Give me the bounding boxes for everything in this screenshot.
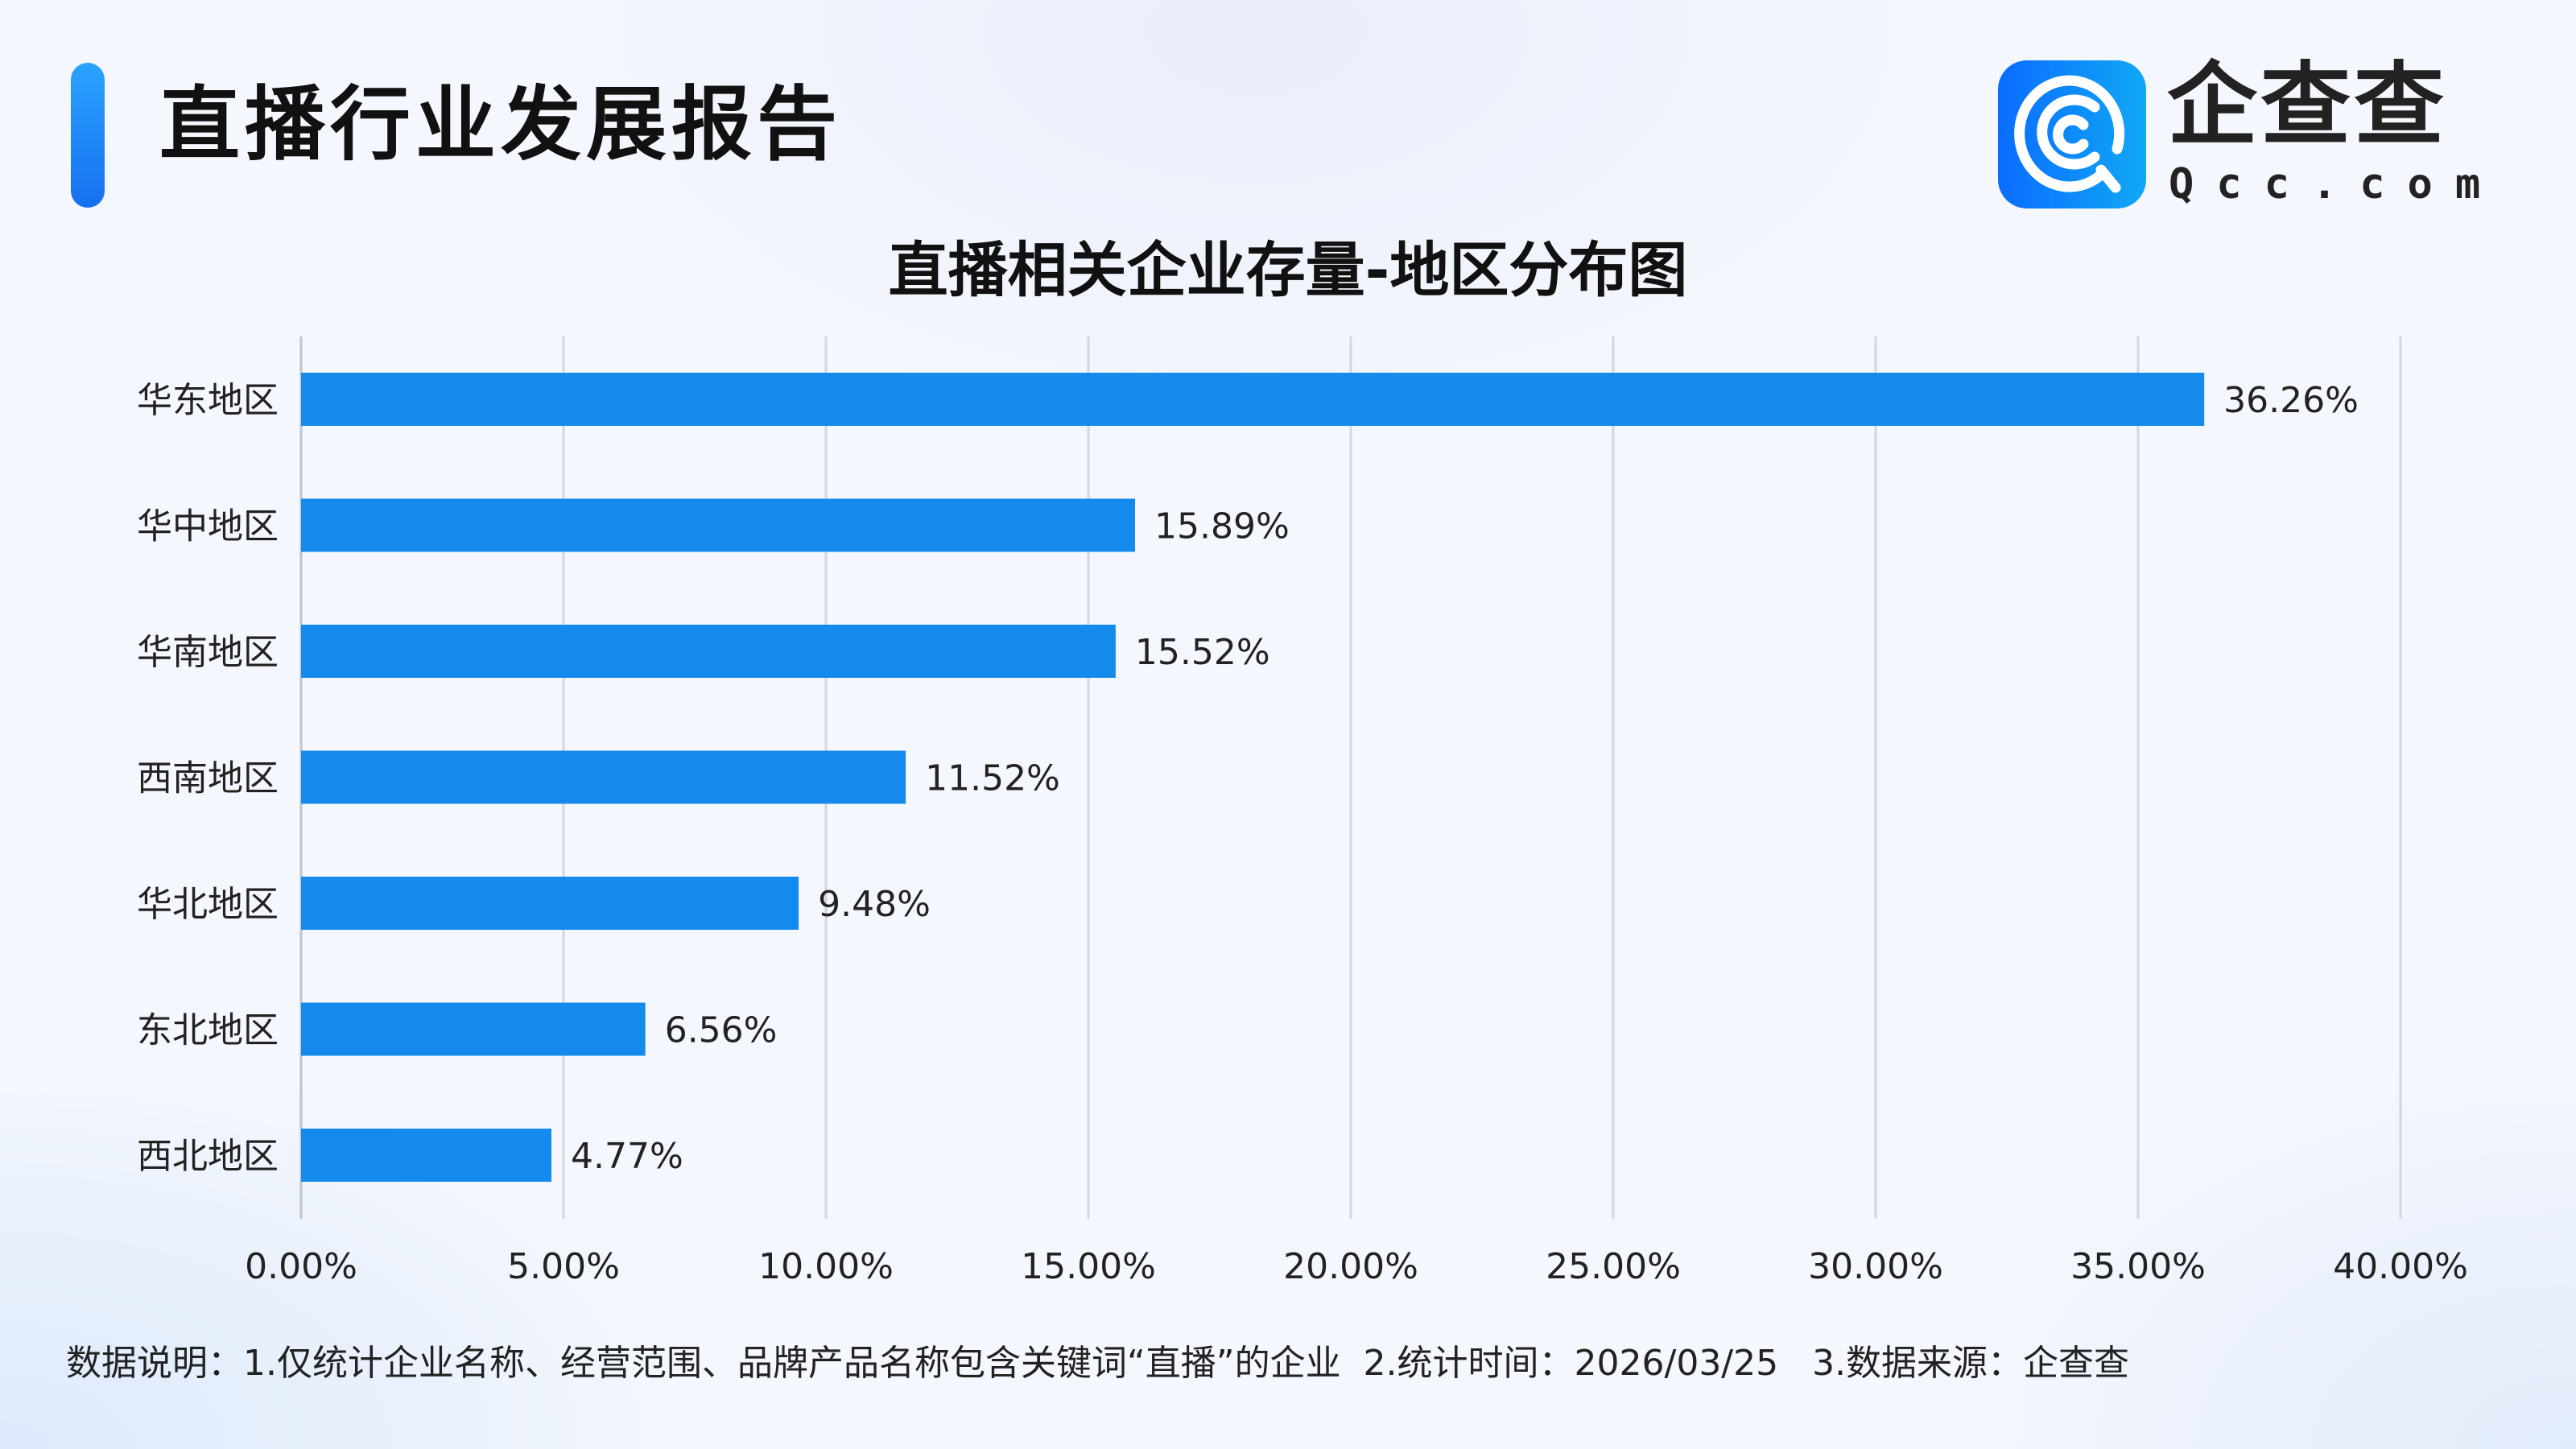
bar xyxy=(301,625,1116,678)
x-tick-label: 30.00% xyxy=(1808,1246,1943,1287)
x-tick-label: 15.00% xyxy=(1021,1246,1156,1287)
data-note: 数据说明：1.仅统计企业名称、经营范围、品牌产品名称包含关键词“直播”的企业 2… xyxy=(66,1343,2130,1384)
x-tick-label: 5.00% xyxy=(507,1246,620,1287)
qcc-logo-icon xyxy=(1998,60,2146,208)
x-tick-label: 20.00% xyxy=(1283,1246,1418,1287)
data-label: 6.56% xyxy=(665,1010,778,1051)
title-accent-bar xyxy=(71,63,105,208)
data-label: 15.52% xyxy=(1135,632,1270,673)
x-tick-label: 25.00% xyxy=(1546,1246,1681,1287)
logo-text-cn: 企查查 xyxy=(2167,53,2447,158)
bar xyxy=(301,877,799,930)
data-label: 9.48% xyxy=(818,884,931,925)
bar xyxy=(301,498,1136,552)
category-label: 华南地区 xyxy=(137,632,279,673)
category-label: 东北地区 xyxy=(137,1010,279,1051)
bar xyxy=(301,1002,646,1056)
x-tick-label: 40.00% xyxy=(2333,1246,2468,1287)
category-label: 华中地区 xyxy=(137,506,279,547)
data-label: 15.89% xyxy=(1154,506,1290,547)
logo-text-en: Qcc.com xyxy=(2169,160,2504,208)
page-title: 直播行业发展报告 xyxy=(159,77,842,171)
x-tick-label: 0.00% xyxy=(245,1246,357,1287)
chart-title: 直播相关企业存量-地区分布图 xyxy=(888,236,1688,305)
x-tick-label: 35.00% xyxy=(2070,1246,2206,1287)
category-label: 华北地区 xyxy=(137,884,279,925)
data-label: 11.52% xyxy=(925,758,1060,799)
x-tick-label: 10.00% xyxy=(758,1246,894,1287)
category-label: 西北地区 xyxy=(137,1136,279,1177)
bar xyxy=(301,1129,552,1182)
data-label: 4.77% xyxy=(571,1136,683,1177)
qcc-logo: 企查查 Qcc.com xyxy=(1998,60,2513,209)
category-label: 西南地区 xyxy=(137,758,279,799)
category-label: 华东地区 xyxy=(137,380,279,421)
bar xyxy=(301,373,2205,426)
bar xyxy=(301,750,906,804)
data-label: 36.26% xyxy=(2223,380,2359,421)
